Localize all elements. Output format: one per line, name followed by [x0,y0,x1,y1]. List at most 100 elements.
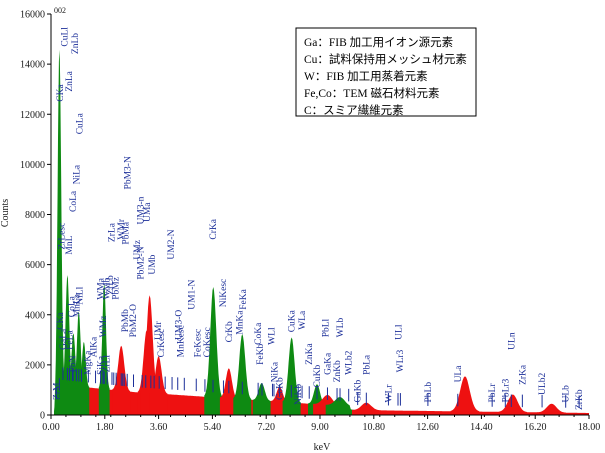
spectrum-peak [537,403,566,415]
y-tick-label: 14000 [20,60,45,71]
peak-label: CrKa [209,218,219,239]
peak-label: FeLa [66,330,76,350]
peak-label: CoLa [67,295,77,317]
peak-label: MnKesc [177,325,187,357]
legend-line-cu: Cu：試料保持用メッシュ材元素 [304,52,467,66]
peak-label: UMb [148,254,158,274]
peak-label: GaKb [354,380,364,403]
spectrum-peak [149,356,168,415]
legend-frame [295,27,477,117]
peak-label: MgKa [83,350,93,375]
x-tick-label: 5.40 [204,422,222,433]
legend-line-ga: Ga：FIB 加工用イオン源元素 [304,35,453,49]
peak-label: CrKesc [157,329,167,358]
peak-label: CuLl [60,27,70,47]
spectrum-peak [233,334,252,415]
spectrum-peak [325,397,355,415]
spectrum-peak [78,341,90,415]
peak-label: UM2-N [167,229,177,259]
peak-label: CoLa [69,190,79,212]
peak-label: FeKesc [193,329,203,358]
peak-label: ZrLl [103,355,113,373]
peak-label: ZrLb [106,275,116,295]
peak-label: PbM2-O [129,304,139,337]
peak-label: MnLa [72,293,82,317]
peak-label: NiKesc [219,279,229,308]
spectrum-peak [252,383,271,415]
peak-label: UMr [154,321,164,340]
peak-label: ZrLa [108,222,118,242]
plot-area [51,49,589,416]
peak-label: WLb2 [345,350,355,375]
peak-label: GaKa [323,352,333,375]
y-tick-label: 12000 [20,110,45,121]
peak-label: NiKa [271,361,281,382]
x-tick-label: 3.60 [150,422,168,433]
peak-label: NiLl [75,286,85,304]
peak-label: PbM3-N [124,156,134,189]
peak-label: UM3-O [174,310,184,340]
peak-label: MnKa [235,310,245,335]
spectrum-peak [282,337,301,415]
peak-label: FeKb [256,344,266,365]
peak-label: CKa [56,312,66,330]
peak-label: WLb [336,318,346,338]
legend-line-w: W：FIB 加工用蒸着元素 [304,69,428,83]
y-tick-label: 4000 [25,310,45,321]
peak-label: ZrKa [518,364,528,385]
peak-label: ZrM [52,382,62,400]
peak-label: ULn [507,332,517,350]
peak-label: PbN [69,355,79,372]
x-tick-label: 1.80 [96,422,114,433]
peak-label: SiKa [97,355,107,375]
peak-label: PbLr3 [502,378,512,402]
peak-label: WLa [298,310,308,330]
peak-label: PbMz [111,277,121,300]
peak-label: PbLb [424,382,434,403]
peak-label: PbLa [362,354,372,375]
x-tick-label: 18.00 [578,422,601,433]
peak-label: ULl [394,324,404,340]
y-tick-label: 8000 [25,210,45,221]
peak-label: PbMa [122,221,132,244]
peak-label: ZrLesc [57,223,67,250]
y-tick-label: 6000 [25,260,45,271]
peak-label: AlKa [89,336,99,357]
peak-label: CrKb [225,321,235,342]
peak-labels: ZrMCKaGaLaFeLaPbNCoLaMnLaNiLlZrLescCKaCu… [52,27,585,410]
peak-label: CKa [56,84,66,102]
peak-label: NiKb [294,384,304,405]
peak-label: UM1-N [187,280,197,310]
peak-label: CuKb [313,364,323,387]
spectrum-peak [204,287,223,415]
peak-label: ZrKb [575,389,585,410]
peak-label: FeKa [239,288,249,309]
y-tick-label: 2000 [25,360,45,371]
peak-label: ULa [454,365,464,383]
peak-label: ULb2 [538,373,548,395]
peak-label: MnL [65,235,75,254]
x-tick-label: 10.80 [363,422,386,433]
peak-label: ZnKb [333,360,343,382]
peak-label: PbM2-N [137,246,147,279]
y-axis-title: Counts [0,199,11,227]
peak-label: PbLl [321,318,331,337]
peak-label: WLr [384,384,394,403]
peak-markers [55,367,580,408]
legend-line-c: C：スミア繊維元素 [304,104,404,117]
peak-label: PbMb [121,309,131,332]
peak-label: WMr [117,218,127,239]
peak-label: UMz [133,240,143,260]
peak-label: ZnKa [305,342,315,364]
peak-label: CoKesc [203,327,213,357]
peak-label: ZnLa [65,70,75,91]
legend-line-feco: Fe,Co：TEM 磁石材料元素 [304,86,439,100]
peak-label: PbLr [488,383,498,403]
peak-label: CuKa [287,309,297,332]
peak-label: CoKb [276,377,286,400]
peak-label: UMa [143,202,153,222]
peak-label: CoKa [254,322,264,345]
spectrum-peak [54,49,65,416]
peak-label: WLl [268,327,278,345]
y-tick-label: 0 [40,411,45,422]
